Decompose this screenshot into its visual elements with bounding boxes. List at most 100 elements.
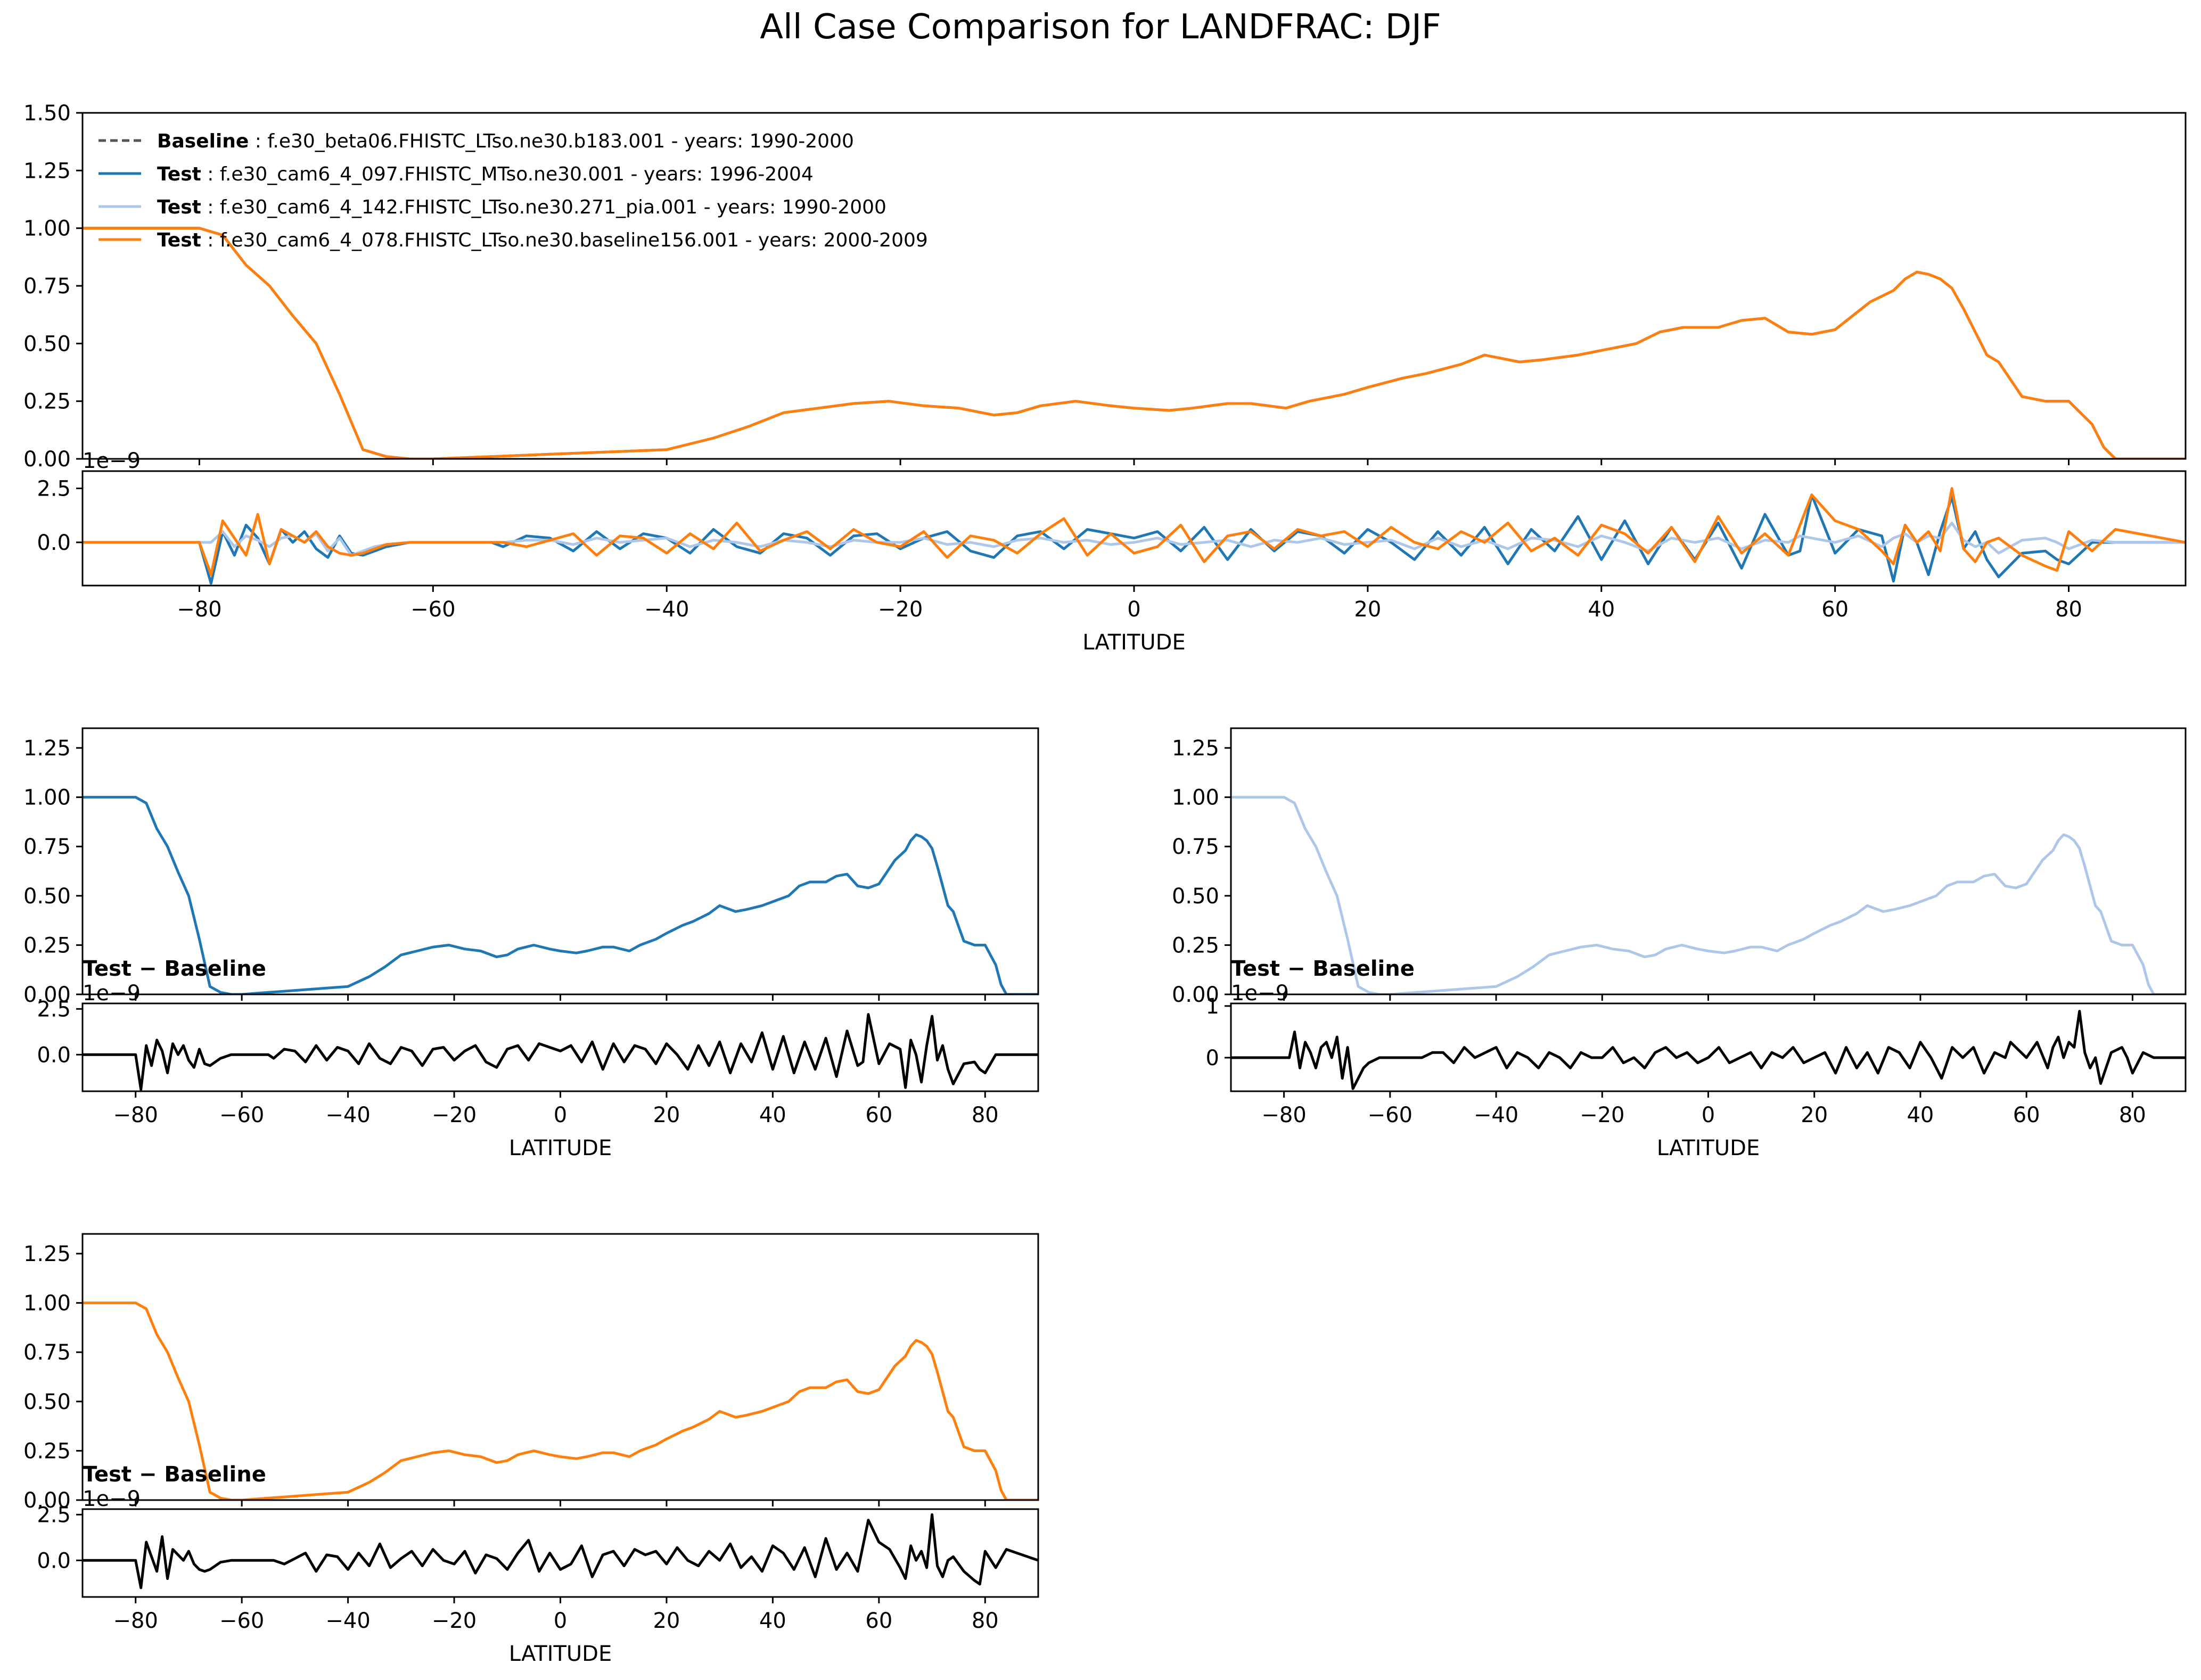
test2-diff-xtick-label: 20: [1801, 1103, 1828, 1127]
test1-diff-xtick-label: 60: [865, 1103, 892, 1127]
all-cases-diff-panel: 0.0 2.5 −80 −60 −40 −20 0 20 40 60 80 LATITUDE 1e−9: [37, 449, 2187, 655]
test2-diff-xtick-label: 60: [2013, 1103, 2040, 1127]
all-cases-top-ytick-label: 0.50: [23, 332, 71, 356]
test3-diff-ytick-label: 0.0: [37, 1549, 71, 1573]
all-cases-top-series-line-2: [83, 227, 2186, 459]
test3-diff-xtick-label: 80: [972, 1609, 999, 1633]
all-cases-diff-xtick-label: −40: [644, 597, 689, 622]
test1-diff-annotation: Test − Baseline: [83, 957, 266, 981]
all-cases-diff-xtick-label: −60: [410, 597, 455, 622]
panels-layer: 0.000.250.500.751.001.251.500.02.5−80 −60…: [23, 101, 2187, 1666]
legend-entry: Test : f.e30_cam6_4_142.FHISTC_LTso.ne30…: [98, 196, 886, 218]
test1-top-ytick-label: 0.50: [23, 884, 71, 909]
test3-diff-series-line-0: [83, 1513, 1038, 1590]
test1-top-panel: 0.00 0.25 0.50 0.75 1.00 1.25: [23, 727, 1039, 1007]
legend-role: Test: [157, 229, 201, 251]
test3-top-panel: 0.00 0.25 0.50 0.75 1.00 1.25: [23, 1233, 1039, 1513]
test2-diff-xtick-label: 80: [2119, 1103, 2146, 1127]
test2-diff-annotation: Test − Baseline: [1231, 957, 1415, 981]
test1-diff-ytick-label: 2.5: [37, 997, 71, 1022]
test2-diff-xlabel: LATITUDE: [1657, 1136, 1760, 1160]
all-cases-diff-xlabel: LATITUDE: [1082, 630, 1185, 655]
test3-diff-panel: 0.0 2.5 −80 −60 −40 −20 0 20 40 60 80 LATITUDE 1e−9T…: [37, 1462, 1039, 1666]
test3-diff-xtick-label: −60: [219, 1609, 264, 1633]
legend-role: Test: [157, 163, 201, 185]
legend-label: Test : f.e30_cam6_4_097.FHISTC_MTso.ne30…: [157, 163, 814, 185]
test2-diff-lines: [1231, 1010, 2186, 1090]
test3-top-ytick-label: 0.50: [23, 1390, 71, 1414]
all-cases-top-panel: 0.00 0.25 0.50 0.75 1.00 1.25 1.50: [23, 101, 2187, 472]
legend-text: : f.e30_cam6_4_097.FHISTC_MTso.ne30.001 …: [201, 163, 814, 185]
all-cases-top-ytick-label: 0.25: [23, 390, 71, 414]
test2-diff-xtick-label: −60: [1368, 1103, 1412, 1127]
test1-diff-lines: [83, 1013, 1038, 1091]
test3-diff-xtick-label: −80: [113, 1609, 158, 1633]
test2-top-series-line-0: [1231, 796, 2186, 994]
test2-diff-ytick-label: 0: [1206, 1046, 1219, 1070]
test1-top-lines: [83, 796, 1038, 994]
test3-diff-xtick-label: 60: [865, 1609, 892, 1633]
test1-top-series-line-0: [83, 796, 1038, 994]
all-cases-diff-xtick-label: 40: [1588, 597, 1615, 622]
test3-diff-xtick-label: 20: [653, 1609, 680, 1633]
all-cases-top-lines: [83, 227, 2186, 459]
all-cases-top-ytick-label: 1.50: [23, 101, 71, 126]
test2-top-ytick-label: 1.25: [1172, 736, 1219, 761]
all-cases-diff-xtick-label: 80: [2055, 597, 2082, 622]
test3-top-ytick-label: 1.25: [23, 1242, 71, 1266]
all-cases-diff-xtick-label: 0: [1127, 597, 1140, 622]
legend-entry: Test : f.e30_cam6_4_078.FHISTC_LTso.ne30…: [98, 229, 928, 251]
legend-label: Baseline : f.e30_beta06.FHISTC_LTso.ne30…: [157, 130, 854, 152]
test3-top-ytick-label: 0.25: [23, 1439, 71, 1463]
test2-diff-xtick-label: −80: [1261, 1103, 1306, 1127]
test3-top-lines: [83, 1302, 1038, 1500]
test3-top-ytick-label: 0.75: [23, 1340, 71, 1365]
legend-label: Test : f.e30_cam6_4_142.FHISTC_LTso.ne30…: [157, 196, 886, 218]
test1-top-ytick-label: 0.00: [23, 983, 71, 1007]
legend-role: Baseline: [157, 130, 249, 152]
test2-diff-xtick-label: 40: [1907, 1103, 1934, 1127]
test1-top-ytick-label: 1.00: [23, 786, 71, 810]
test3-diff-xtick-label: −40: [325, 1609, 370, 1633]
all-cases-diff-series-line-0: [83, 493, 2186, 585]
legend-label: Test : f.e30_cam6_4_078.FHISTC_LTso.ne30…: [157, 229, 928, 251]
test2-top-ytick-label: 1.00: [1172, 786, 1219, 810]
test2-diff-xtick-label: −40: [1474, 1103, 1518, 1127]
test2-top-ytick-label: 0.00: [1172, 983, 1219, 1007]
all-cases-diff-ytick-label: 0.0: [37, 531, 71, 555]
test1-top-ytick-label: 1.25: [23, 736, 71, 761]
test2-diff-xtick-label: 0: [1702, 1103, 1715, 1127]
all-cases-top-ytick-label: 1.00: [23, 217, 71, 241]
test1-diff-xtick-label: −20: [432, 1103, 477, 1127]
test1-diff-xtick-label: 20: [653, 1103, 680, 1127]
test1-diff-xtick-label: −40: [325, 1103, 370, 1127]
all-cases-diff-xtick-label: −80: [177, 597, 221, 622]
all-cases-diff-xtick-label: 20: [1354, 597, 1381, 622]
test3-top-ytick-label: 0.00: [23, 1488, 71, 1513]
all-cases-top-ytick-label: 0.00: [23, 447, 71, 472]
all-cases-diff-offset-text: 1e−9: [83, 449, 141, 473]
test1-diff-xtick-label: 40: [759, 1103, 786, 1127]
test1-diff-ytick-label: 0.0: [37, 1043, 71, 1067]
test3-diff-xlabel: LATITUDE: [509, 1642, 612, 1666]
test3-top-ytick-label: 1.00: [23, 1291, 71, 1316]
test1-diff-xlabel: LATITUDE: [509, 1136, 612, 1160]
all-cases-diff-xtick-label: 60: [1821, 597, 1849, 622]
test1-diff-xtick-label: 0: [554, 1103, 567, 1127]
all-cases-diff-ytick-label: 2.5: [37, 476, 71, 501]
test2-top-ytick-label: 0.50: [1172, 884, 1219, 909]
all-cases-diff-series-line-2: [83, 487, 2186, 577]
all-cases-diff-series-line-1: [83, 521, 2186, 557]
test2-diff-offset-text: 1e−9: [1231, 981, 1289, 1006]
all-cases-top-ytick-label: 1.25: [23, 159, 71, 183]
test1-diff-panel: 0.0 2.5 −80 −60 −40 −20 0 20 40 60 80 LATITUDE 1e−9T…: [37, 957, 1039, 1160]
test3-diff-offset-text: 1e−9: [83, 1487, 141, 1511]
test3-diff-ytick-label: 2.5: [37, 1503, 71, 1527]
legend-text: : f.e30_beta06.FHISTC_LTso.ne30.b183.001…: [249, 130, 854, 152]
legend-entry: Test : f.e30_cam6_4_097.FHISTC_MTso.ne30…: [98, 163, 814, 185]
test3-diff-xtick-label: 0: [554, 1609, 567, 1633]
test3-diff-annotation: Test − Baseline: [83, 1462, 266, 1487]
test2-diff-panel: 0 1 −80 −60 −40 −20 0 20 40 60 80 LATITUDE 1e−9Test …: [1206, 957, 2187, 1160]
